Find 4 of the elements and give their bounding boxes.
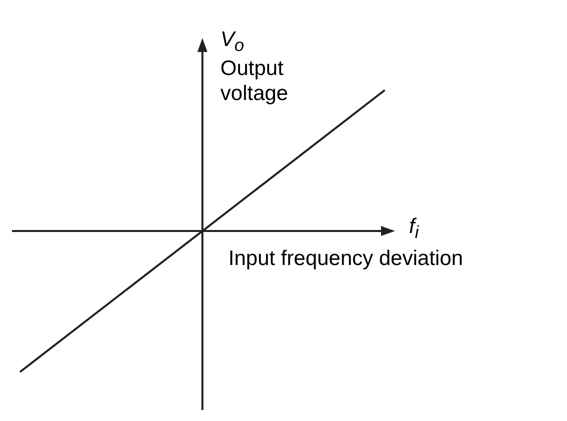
text: f$_{i}$ bbox=[409, 215, 419, 244]
text: V$_{o}$ bbox=[220, 28, 244, 56]
y-axis-title: Output voltage bbox=[220, 56, 290, 106]
x-axis-title: Input frequency deviation bbox=[228, 247, 464, 272]
